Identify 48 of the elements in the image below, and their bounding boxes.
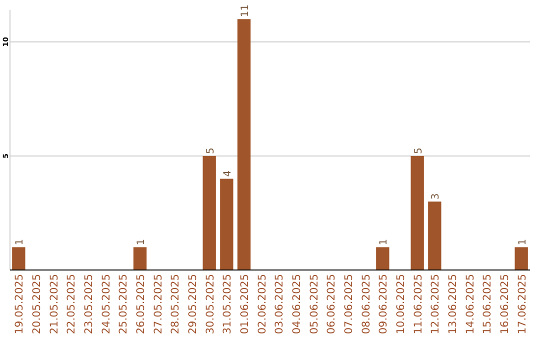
x-tick-label: 26.05.2025 [135,274,147,334]
x-tick-label: 02.06.2025 [256,274,268,334]
data-label: 5 [413,148,424,154]
x-tick-label: 09.06.2025 [378,274,390,334]
x-tick-label: 15.06.2025 [482,274,494,334]
x-tick-label: 12.06.2025 [430,274,442,334]
data-label: 3 [430,193,442,200]
x-tick-label: 22.05.2025 [66,274,78,334]
x-tick-label: 21.05.2025 [48,274,60,334]
data-label: 4 [222,170,234,177]
x-tick-label: 24.05.2025 [100,274,112,334]
data-label: 1 [517,238,528,246]
x-tick-label: 16.06.2025 [499,274,511,334]
x-tick-label: 05.06.2025 [308,274,320,334]
data-label: 5 [205,148,216,154]
data-label: 1 [14,238,26,246]
x-tick-label: 08.06.2025 [360,274,372,334]
x-tick-label: 04.06.2025 [291,274,303,334]
x-tick-label: 13.06.2025 [447,274,459,334]
x-tick-label: 17.06.2025 [516,274,528,334]
bar [428,202,442,270]
x-tick-label: 03.06.2025 [274,274,286,334]
x-tick-label: 19.05.2025 [14,274,26,334]
data-label: 1 [378,238,390,246]
x-tick-label: 31.05.2025 [222,274,234,334]
x-tick-label: 14.06.2025 [464,274,476,334]
data-label: 1 [136,238,147,246]
bar [202,156,216,270]
bar [237,19,251,270]
bar [376,247,390,270]
x-tick-label: 27.05.2025 [152,274,164,334]
x-tick-label: 11.06.2025 [412,274,424,334]
x-tick-label: 23.05.2025 [83,274,95,334]
bar [514,247,528,270]
data-label: 11 [240,4,251,18]
x-tick-label: 10.06.2025 [395,274,407,334]
x-tick-label: 25.05.2025 [118,274,130,334]
x-tick-label: 29.05.2025 [187,274,199,334]
x-tick-label: 28.05.2025 [170,274,182,334]
bar [220,178,234,270]
x-tick-label: 01.06.2025 [239,274,251,334]
bar [12,247,26,270]
x-tick-label: 07.06.2025 [343,274,355,334]
x-tick-label: 30.05.2025 [204,274,216,334]
x-tick-label: 06.06.2025 [326,274,338,334]
bar [410,156,424,270]
bar [133,247,147,270]
x-tick-label: 20.05.2025 [31,274,43,334]
